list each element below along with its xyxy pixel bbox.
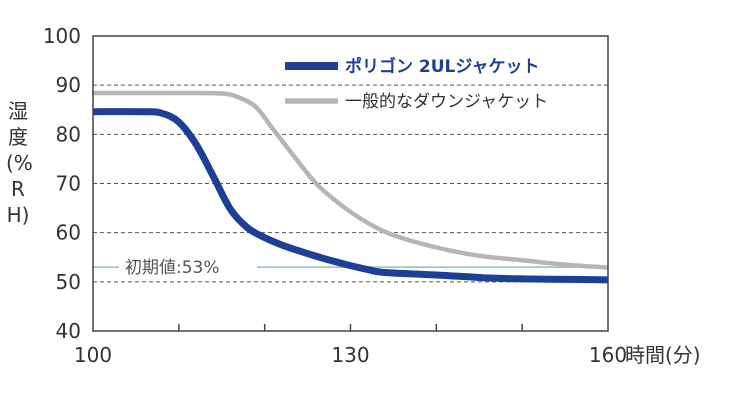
initial-value-label: 初期値:53% (125, 258, 220, 278)
y-tick-label-60: 60 (56, 221, 81, 245)
y-axis-label: 湿度(%RH) (6, 99, 33, 227)
series-line-0 (92, 108, 609, 284)
x-tick-label-160: 160 (589, 343, 627, 367)
initial-value-label-background (119, 257, 257, 278)
legend-label-down: 一般的なダウンジャケット (345, 92, 548, 112)
series-line-1 (92, 90, 609, 270)
y-tick-label-70: 70 (56, 172, 81, 196)
axis-ticks: 40 50 60 70 80 90 100 100 130 160 (43, 24, 627, 367)
y-tick-label-100: 100 (43, 24, 81, 48)
x-tick-label-130: 130 (331, 343, 369, 367)
series-lines (92, 90, 609, 284)
y-tick-label-40: 40 (56, 319, 81, 343)
y-tick-label-50: 50 (56, 270, 81, 294)
x-axis-label: 時間(分) (625, 343, 701, 367)
y-tick-label-80: 80 (56, 122, 81, 146)
y-tick-label-90: 90 (56, 73, 81, 97)
x-tick-label-100: 100 (74, 343, 112, 367)
legend-label-polygon: ポリゴン 2ULジャケット (345, 56, 540, 77)
legend: ポリゴン 2ULジャケット 一般的なダウンジャケット (285, 56, 548, 112)
